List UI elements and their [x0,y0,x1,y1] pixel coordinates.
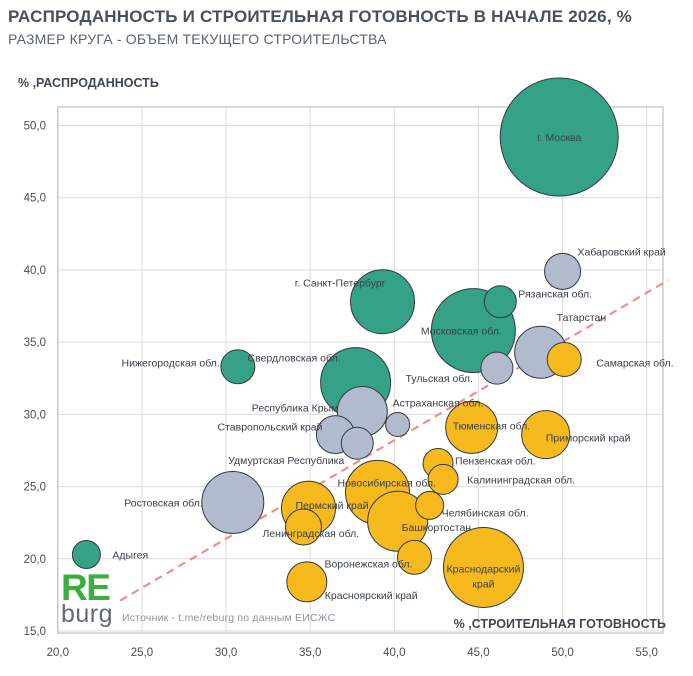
bubble-label: Пензенская обл. [455,455,535,467]
page-title: РАСПРОДАННОСТЬ И СТРОИТЕЛЬНАЯ ГОТОВНОСТЬ… [8,7,632,26]
bubble-label: г. Москва [537,132,581,144]
chart-bubble [367,490,429,552]
chart-bubble [71,539,101,569]
trend-line [119,279,670,602]
tick-label-x: 40,0 [383,647,405,659]
bubble-label: Татарстан [557,312,607,324]
bubble-label: Ростовская обл. [124,497,203,509]
tick-label-x: 50,0 [551,647,573,659]
tick-label-y: 20,0 [24,554,46,566]
bubble-label: Башкортостан [402,522,472,534]
chart-bubble [427,463,459,495]
bubble-label: Краснодарский край [447,563,521,590]
chart-bubble [480,351,514,385]
bubble-label: Удмуртская Республика [228,455,344,467]
bubble-label: Воронежская обл. [324,558,412,570]
chart-subtitle: РАЗМЕР КРУГА - ОБЪЕМ ТЕКУЩЕГО СТРОИТЕЛЬС… [8,31,387,47]
chart-bubble [350,269,416,335]
tick-label-y: 45,0 [24,193,46,205]
plot-border [57,106,664,634]
reburg-logo: RE burg [61,567,114,629]
tick-label-x: 20,0 [47,647,69,659]
chart-bubble [201,470,265,534]
logo-re-text: RE [61,567,111,608]
chart-bubble [284,508,322,546]
chart-bubble [546,341,582,377]
bubble-label: Московская обл. [421,326,502,338]
bubble-label: Свердловская обл. [247,353,340,365]
bubble-label: Адыгея [112,549,148,561]
bubble-label: Республика Крым [252,402,339,414]
bubble-label: Хабаровский край [578,246,666,258]
chart-bubble [286,561,328,603]
bubble-label: Челябинская обл. [442,507,529,519]
bubble-label: Ставропольский край [218,422,323,434]
chart-bubble [521,410,571,460]
bubble-label: Рязанская обл. [518,289,592,301]
tick-label-y: 35,0 [24,337,46,349]
tick-label-x: 55,0 [635,647,657,659]
chart-bubble [499,77,619,197]
y-axis-title: % ,РАСПРОДАННОСТЬ [18,76,159,90]
tick-label-y: 25,0 [24,482,46,494]
chart-bubble [442,526,524,608]
tick-label-y: 50,0 [24,120,46,132]
tick-label-y: 30,0 [24,409,46,421]
bubble-label: Астраханская обл. [393,397,483,409]
bubble-label: Тюменская обл. [453,420,531,432]
chart-bubble [445,400,499,454]
chart-bubble [396,539,432,575]
chart-bubble [483,285,517,319]
bubble-label: Тульская обл. [406,373,473,385]
tick-label-x: 45,0 [467,647,489,659]
tick-label-x: 25,0 [131,647,153,659]
bubble-label: Нижегородская обл. [122,358,220,370]
bubble-label: Новосибирская обл. [337,477,436,489]
x-axis-title: % ,СТРОИТЕЛЬНАЯ ГОТОВНОСТЬ [453,617,666,631]
bubble-label: Приморский край [546,433,631,445]
source-note: Источник - t.me/reburg по данным ЕИСЖС [122,612,336,624]
chart-bubble [544,252,582,290]
chart-bubble [220,349,256,385]
bubble-label: Красноярский край [325,590,418,602]
tick-label-y: 40,0 [24,265,46,277]
bubble-label: Калининградская обл. [467,474,575,486]
bubble-label: Ленинградская обл. [262,528,359,540]
bubble-label: Пермский край [295,500,368,512]
bubble-label: Самарская обл. [596,357,673,369]
chart-bubble [415,490,445,520]
tick-label-x: 30,0 [215,647,237,659]
chart-bubble [340,426,374,460]
tick-label-y: 15,0 [24,626,46,638]
chart-bubble [385,411,411,437]
tick-label-x: 35,0 [299,647,321,659]
bubble-label: г. Санкт-Петербург [295,278,386,290]
logo-burg-text: burg [61,600,114,629]
